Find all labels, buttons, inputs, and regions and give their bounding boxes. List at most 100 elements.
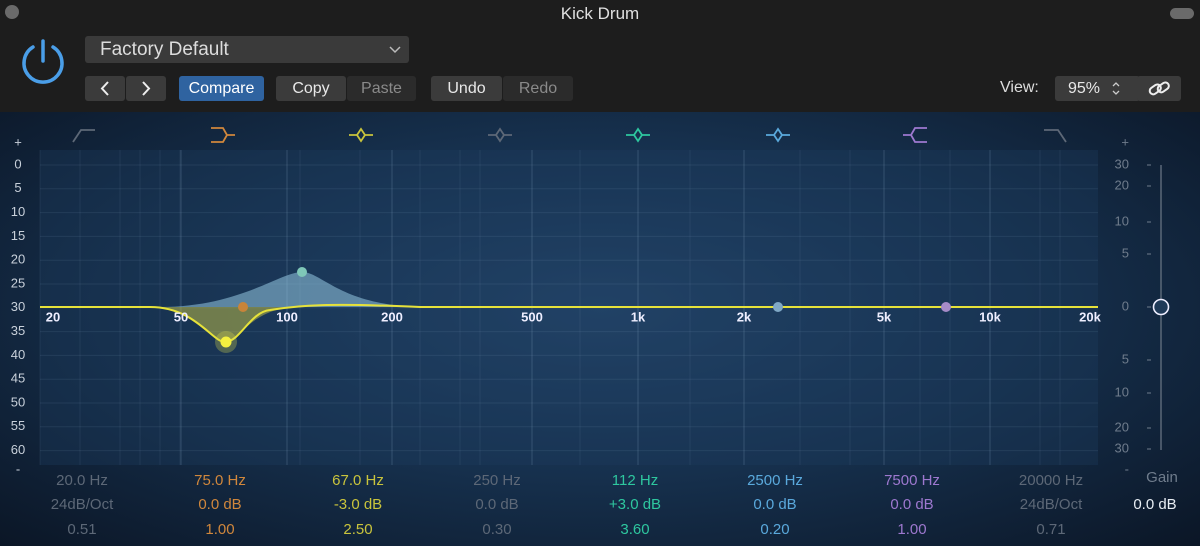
left-scale-label: 20 — [11, 252, 25, 267]
window-title: Kick Drum — [560, 4, 640, 23]
freq-label: 20 — [46, 309, 60, 324]
dropdown-arrow — [389, 46, 401, 54]
band-q: 1.00 — [897, 521, 926, 538]
band-icon[interactable] — [211, 127, 235, 143]
band-icon[interactable] — [626, 127, 650, 143]
view-selector[interactable]: 95% — [1055, 76, 1140, 101]
freq-label: 2k — [737, 309, 752, 324]
header: Kick Drum Factory Default Compare Copy P… — [0, 0, 1200, 112]
left-scale-label: 10 — [11, 204, 25, 219]
gain-value: 0.0 dB — [1133, 496, 1176, 513]
band-frequency: 20000 Hz — [1019, 472, 1083, 489]
preset-name: Factory Default — [100, 39, 229, 60]
freq-label: 10k — [979, 309, 1001, 324]
band-q: 1.00 — [205, 521, 234, 538]
close-button[interactable] — [5, 5, 19, 19]
right-scale-label: 20 — [1115, 419, 1129, 434]
band-handle[interactable] — [220, 336, 232, 348]
gain-label: Gain — [1146, 469, 1178, 486]
freq-label: 5k — [877, 309, 892, 324]
band-icon[interactable] — [903, 127, 927, 143]
left-scale-label: 15 — [11, 228, 25, 243]
band-gain: 24dB/Oct — [51, 496, 114, 513]
freq-label: 50 — [174, 309, 188, 324]
band-q: 0.30 — [482, 521, 511, 538]
band-frequency: 67.0 Hz — [332, 472, 384, 489]
band-fill-teal — [160, 272, 420, 307]
band-icon[interactable] — [1044, 129, 1067, 143]
redo-button[interactable]: Redo — [503, 76, 573, 101]
left-scale-label: - — [16, 461, 20, 476]
preset-dropdown[interactable]: Factory Default — [85, 36, 409, 63]
eq-curve — [40, 303, 1098, 344]
power-button[interactable] — [18, 37, 68, 87]
left-scale-label: 0 — [14, 156, 21, 171]
left-scale-label: 35 — [11, 323, 25, 338]
freq-label: 200 — [381, 309, 403, 324]
right-scale-label: 5 — [1122, 351, 1129, 366]
band-icon[interactable] — [766, 127, 790, 143]
freq-label: 100 — [276, 309, 298, 324]
band-q: 0.51 — [67, 521, 96, 538]
right-scale-label: 10 — [1115, 213, 1129, 228]
band-gain: +3.0 dB — [609, 496, 661, 513]
left-scale-label: 40 — [11, 347, 25, 362]
band-handle[interactable] — [297, 267, 307, 277]
link-button[interactable] — [1137, 76, 1181, 101]
left-scale-label: 50 — [11, 394, 25, 409]
prev-button[interactable] — [85, 76, 125, 101]
band-q: 0.71 — [1036, 521, 1065, 538]
freq-label: 1k — [631, 309, 646, 324]
band-gain: 24dB/Oct — [1020, 496, 1083, 513]
right-scale-label: 0 — [1122, 298, 1129, 313]
view-value: 95% — [1068, 80, 1101, 97]
band-gain: 0.0 dB — [475, 496, 518, 513]
band-handle[interactable] — [941, 302, 951, 312]
band-frequency: 7500 Hz — [884, 472, 940, 489]
band-icon[interactable] — [72, 129, 95, 143]
left-scale-label: 5 — [14, 180, 21, 195]
left-scale-label: + — [14, 134, 22, 149]
band-handle[interactable] — [773, 302, 783, 312]
paste-button[interactable]: Paste — [347, 76, 416, 101]
gain-knob[interactable] — [1152, 298, 1170, 316]
left-scale-label: 30 — [11, 299, 25, 314]
right-scale-label: 10 — [1115, 384, 1129, 399]
band-gain: 0.0 dB — [890, 496, 933, 513]
left-scale-label: 55 — [11, 418, 25, 433]
band-gain: 0.0 dB — [198, 496, 241, 513]
undo-button[interactable]: Undo — [431, 76, 502, 101]
freq-label: 500 — [521, 309, 543, 324]
left-scale-label: 25 — [11, 275, 25, 290]
band-frequency: 112 Hz — [612, 472, 658, 489]
right-scale-label: 30 — [1115, 156, 1129, 171]
band-q: 0.20 — [760, 521, 789, 538]
right-scale-label: 20 — [1115, 177, 1129, 192]
band-icon[interactable] — [349, 127, 373, 143]
band-fill-yellow — [150, 307, 300, 342]
left-scale-label: 60 — [11, 442, 25, 457]
band-q: 3.60 — [620, 521, 649, 538]
right-scale-label: 5 — [1122, 245, 1129, 260]
right-scale-label: - — [1125, 461, 1129, 476]
compare-button[interactable]: Compare — [179, 76, 264, 101]
band-frequency: 250 Hz — [473, 472, 521, 489]
copy-button[interactable]: Copy — [276, 76, 346, 101]
band-gain: 0.0 dB — [753, 496, 796, 513]
band-frequency: 2500 Hz — [747, 472, 803, 489]
band-handle[interactable] — [238, 302, 248, 312]
view-label: View: — [1000, 79, 1039, 96]
right-scale-label: + — [1121, 134, 1129, 149]
band-frequency: 75.0 Hz — [194, 472, 246, 489]
collapse-button[interactable] — [1170, 8, 1194, 19]
eq-panel — [0, 112, 1200, 546]
right-scale-label: 30 — [1115, 440, 1129, 455]
band-gain: -3.0 dB — [334, 496, 382, 513]
band-q: 2.50 — [343, 521, 372, 538]
band-icon[interactable] — [488, 127, 512, 143]
band-frequency: 20.0 Hz — [56, 472, 108, 489]
freq-label: 20k — [1079, 309, 1101, 324]
next-button[interactable] — [126, 76, 166, 101]
